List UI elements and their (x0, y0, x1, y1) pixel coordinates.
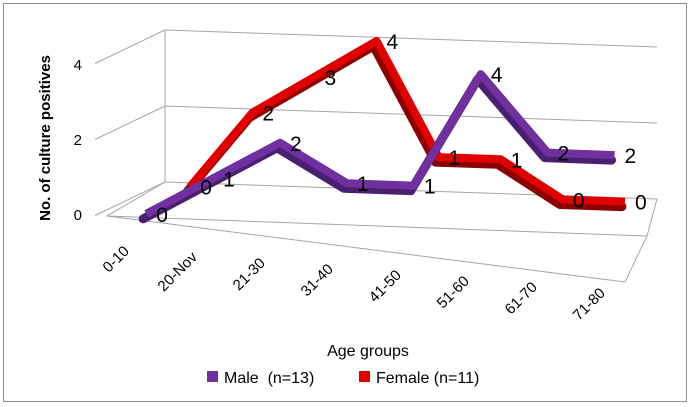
data-label-male: 4 (491, 64, 503, 87)
legend-swatch-male (207, 371, 218, 382)
data-label-female: 1 (511, 149, 523, 172)
y-tick-label: 2 (74, 132, 82, 149)
x-tick-label: 21-30 (230, 255, 269, 294)
data-label-male: 2 (625, 145, 637, 168)
data-label-male: 1 (223, 168, 235, 191)
data-label-female: 3 (324, 67, 336, 90)
gridline-side (94, 181, 166, 216)
gridline-side (94, 105, 166, 140)
data-label-male: 0 (156, 204, 168, 227)
grid-lines (94, 29, 658, 283)
gridline-side (94, 29, 166, 64)
data-label-female: 0 (200, 176, 212, 199)
data-label-male: 2 (290, 133, 302, 156)
x-tick-label: 61-70 (502, 279, 541, 318)
series-lines (138, 36, 627, 224)
data-label-male: 1 (357, 173, 369, 196)
floor-right-edge (624, 235, 648, 283)
y-tick-label: 0 (74, 207, 82, 224)
x-tick-label: 20-Nov (155, 248, 202, 295)
y-tick-labels: 0 2 4 (74, 57, 82, 224)
legend-label-male: Male (n=13) (224, 370, 314, 387)
data-label-female: 4 (387, 31, 399, 54)
y-axis-label: No. of culture positives (37, 55, 54, 221)
data-label-male: 1 (424, 176, 436, 199)
x-tick-label: 71-80 (570, 285, 609, 324)
x-tick-label: 51-60 (434, 273, 473, 312)
data-label-female: 0 (573, 189, 585, 212)
legend: Male (n=13) Female (n=11) (207, 370, 479, 387)
legend-label-female: Female (n=11) (376, 370, 479, 387)
floor-front-edge (106, 215, 626, 283)
x-tick-labels: 0-10 20-Nov 21-30 31-40 41-50 51-60 61-70 71-80 (100, 243, 609, 324)
data-label-female: 2 (262, 103, 274, 126)
floor-outline (105, 181, 658, 237)
gridline-back (164, 29, 658, 48)
series-line-female (187, 36, 626, 206)
x-axis-label: Age groups (327, 343, 409, 360)
y-tick-label: 4 (74, 57, 82, 74)
x-tick-label: 41-50 (366, 267, 405, 306)
data-label-male: 2 (558, 143, 570, 166)
series-line-male (144, 70, 615, 218)
legend-swatch-female (359, 371, 370, 382)
x-tick-label: 0-10 (100, 243, 133, 276)
data-label-female: 1 (449, 147, 461, 170)
data-label-female: 0 (635, 192, 647, 215)
x-tick-label: 31-40 (298, 261, 337, 300)
